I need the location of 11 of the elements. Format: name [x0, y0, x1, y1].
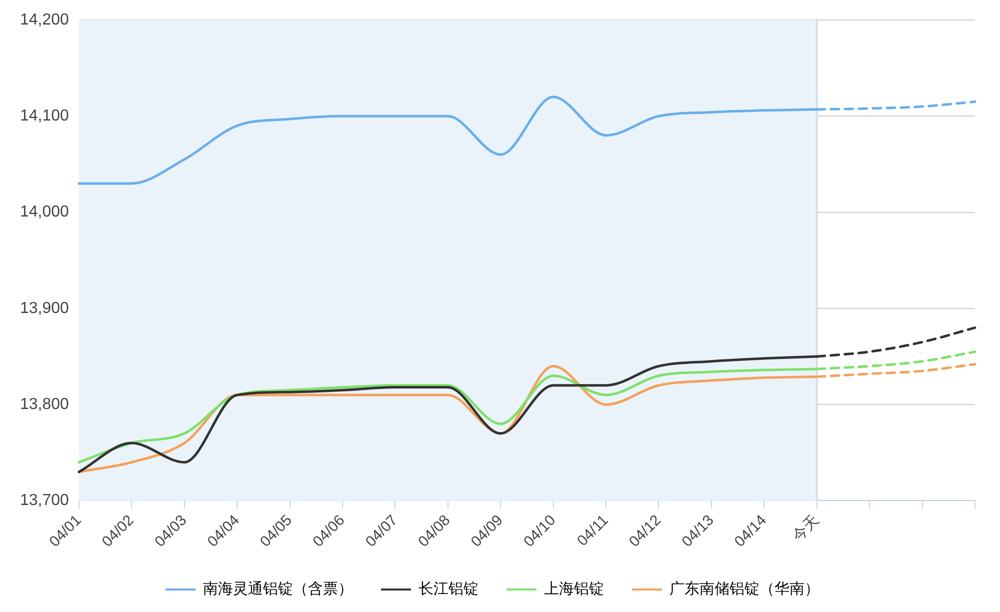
legend-label: 长江铝锭 [418, 580, 478, 598]
y-tick-label: 13,700 [20, 492, 70, 510]
y-tick-label: 14,100 [20, 108, 70, 125]
legend-label: 广东南储铝锭（华南） [670, 580, 820, 598]
y-tick-label: 13,800 [20, 396, 70, 413]
legend-label: 上海铝锭 [544, 580, 604, 598]
x-tick-label: 今天 [789, 512, 823, 546]
y-tick-label: 13,900 [20, 300, 70, 317]
legend-label: 南海灵通铝锭（含票） [203, 580, 353, 598]
y-tick-label: 14,000 [20, 204, 70, 221]
y-tick-label: 14,200 [20, 11, 70, 28]
